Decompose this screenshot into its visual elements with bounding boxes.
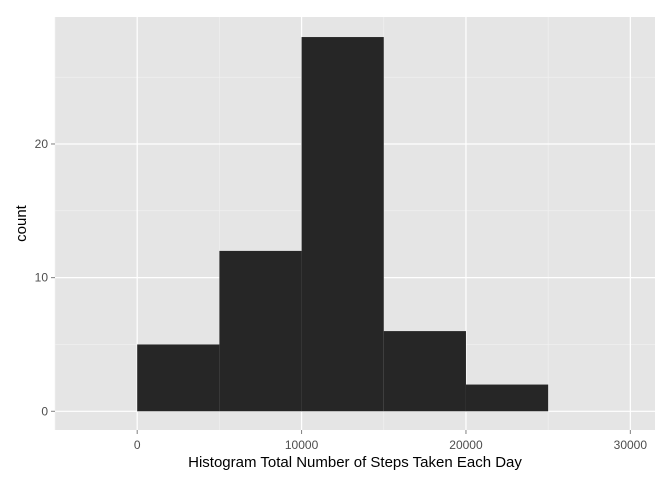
x-axis-title: Histogram Total Number of Steps Taken Ea… [188, 454, 522, 471]
histogram-bar-3 [301, 37, 384, 412]
x-tick-label: 10000 [285, 438, 319, 452]
y-tick-label: 10 [35, 271, 49, 285]
x-tick-label: 30000 [614, 438, 648, 452]
y-tick-label: 20 [35, 137, 49, 151]
x-tick-label: 20000 [449, 438, 483, 452]
histogram-bar-5 [465, 384, 549, 412]
x-axis: 0 10000 20000 30000 [134, 430, 648, 452]
y-axis: 0 10 20 [35, 137, 55, 418]
x-tick-label: 0 [134, 438, 141, 452]
histogram-bar-1 [137, 344, 220, 412]
y-axis-title: count [13, 204, 30, 242]
histogram-bars [137, 37, 549, 412]
y-tick-label: 0 [41, 404, 48, 418]
histogram-bar-4 [383, 331, 466, 412]
histogram-bar-2 [219, 250, 302, 412]
